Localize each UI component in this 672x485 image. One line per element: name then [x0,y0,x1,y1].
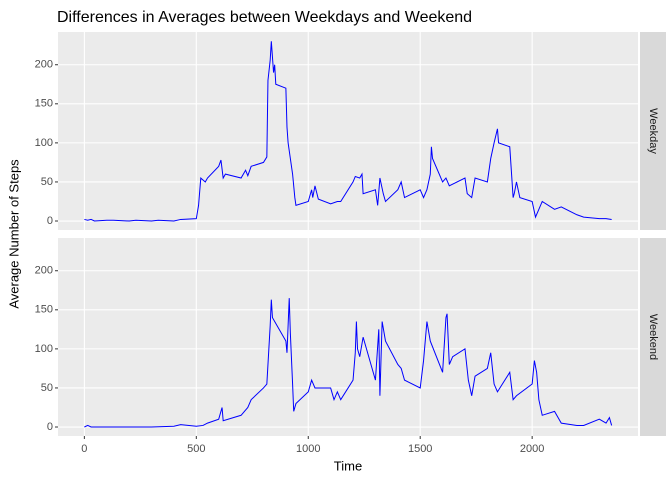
strip-label: Weekend [647,314,659,360]
chart-title: Differences in Averages between Weekdays… [57,9,472,26]
panel-background [58,32,638,230]
y-tick-label: 150 [35,98,53,110]
y-tick-label: 50 [41,382,53,394]
x-tick-label: 0 [81,443,87,455]
x-tick-label: 2000 [520,443,544,455]
y-tick-label: 100 [35,343,53,355]
y-tick-label: 200 [35,265,53,277]
x-tick-label: 500 [187,443,205,455]
line [84,298,613,428]
y-tick-label: 0 [47,421,53,433]
strip [640,238,666,436]
strip-label: Weekday [647,108,659,154]
y-tick-label: 100 [35,137,53,149]
y-axis-label: Average Number of Steps [6,159,21,309]
panel-background [58,238,638,436]
y-tick-label: 50 [41,176,53,188]
y-tick-label: 200 [35,59,53,71]
line [84,41,612,222]
x-tick-label: 1500 [408,443,432,455]
strip [640,32,666,230]
x-tick-label: 1000 [296,443,320,455]
y-tick-label: 0 [47,215,53,227]
y-tick-label: 150 [35,304,53,316]
x-axis-label: Time [334,458,362,473]
